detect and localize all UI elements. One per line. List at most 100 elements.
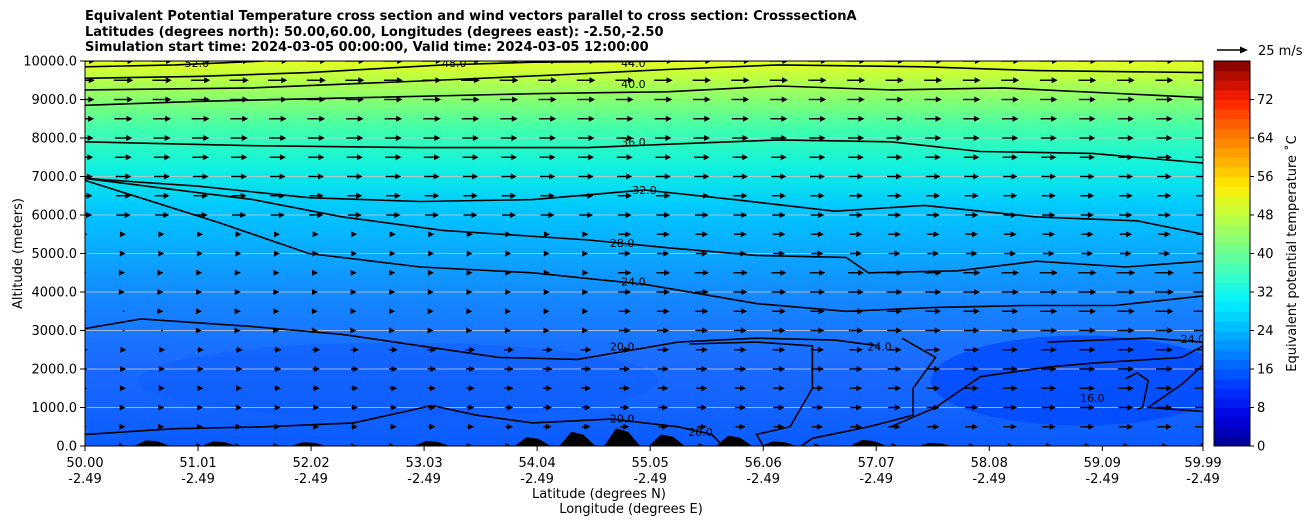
wind-vector <box>850 423 862 430</box>
wind-vector <box>926 231 940 238</box>
wind-vector <box>1117 346 1135 353</box>
wind-vector <box>1193 310 1203 312</box>
wind-vector <box>924 77 943 84</box>
wind-vector <box>424 192 440 199</box>
wind-vector <box>887 366 902 372</box>
wind-vector <box>389 404 397 411</box>
wind-vector <box>234 443 241 446</box>
wind-vector <box>616 154 633 161</box>
colorbar-segment <box>1214 176 1250 187</box>
wind-vector <box>1040 327 1058 334</box>
wind-vector <box>351 423 358 430</box>
y-tick-label: 7000.0 <box>32 170 78 185</box>
wind-vector <box>389 269 396 276</box>
wind-vector <box>427 385 437 392</box>
wind-vector <box>312 366 320 372</box>
wind-vector <box>618 269 632 276</box>
wind-vector <box>847 96 865 103</box>
wind-vector <box>466 327 473 334</box>
wind-vector <box>1117 115 1135 122</box>
wind-vector <box>1083 443 1091 446</box>
x-axis-label-lon: Longitude (degrees E) <box>559 502 703 517</box>
wind-vector <box>657 327 670 334</box>
wind-vector <box>1116 269 1136 276</box>
wind-vector <box>274 231 281 238</box>
wind-vector <box>925 289 942 295</box>
y-tick-label: 9000.0 <box>32 93 78 108</box>
wind-vector <box>197 346 204 353</box>
colorbar-tick-label: 64 <box>1257 132 1274 147</box>
wind-vector <box>158 346 166 353</box>
wind-vector <box>350 289 357 295</box>
wind-vector <box>887 346 902 353</box>
wind-vector <box>848 327 864 334</box>
wind-vector <box>158 231 165 238</box>
contour-label: 20.0 <box>688 426 713 439</box>
wind-vector <box>466 404 475 411</box>
wind-vector <box>1001 289 1019 295</box>
wind-vector <box>195 327 202 334</box>
wind-vector <box>232 212 247 218</box>
wind-vector <box>927 250 940 257</box>
wind-vector <box>113 61 134 64</box>
wind-vector <box>428 231 435 238</box>
colorbar-segment <box>1214 282 1250 293</box>
wind-vector <box>192 154 209 161</box>
wind-vector <box>347 212 362 218</box>
wind-vector <box>1042 250 1055 257</box>
wind-vector <box>465 346 476 353</box>
wind-vector <box>122 329 125 332</box>
wind-vector <box>236 385 243 392</box>
contour-label: 32.0 <box>632 184 657 197</box>
colorbar-segment <box>1214 369 1250 380</box>
wind-vector <box>196 289 203 295</box>
wind-vector <box>1078 61 1097 64</box>
wind-vector <box>463 212 478 218</box>
wind-vector <box>85 387 88 390</box>
wind-vector <box>965 250 978 257</box>
wind-vector <box>773 404 785 411</box>
wind-vector <box>389 231 396 238</box>
wind-vector <box>235 231 242 238</box>
wind-vector <box>1004 250 1017 257</box>
wind-vector <box>1081 250 1094 257</box>
wind-vector <box>384 135 402 141</box>
colorbar-segment <box>1214 311 1250 322</box>
wind-vector <box>696 385 708 392</box>
wind-vector <box>153 135 171 141</box>
wind-vector <box>924 96 942 103</box>
wind-vector <box>499 77 519 84</box>
wind-vector <box>463 192 478 199</box>
wind-vector <box>308 173 325 180</box>
wind-vector <box>85 367 88 371</box>
wind-vector <box>1078 289 1097 295</box>
wind-vector <box>808 77 827 84</box>
wind-vector <box>116 212 131 218</box>
wind-vector <box>1002 135 1019 141</box>
wind-vector <box>191 115 210 122</box>
title-line-1: Equivalent Potential Temperature cross s… <box>85 9 857 24</box>
wind-vector <box>849 212 863 218</box>
wind-vector <box>655 173 671 180</box>
wind-vector <box>733 192 748 199</box>
wind-vector <box>351 404 359 411</box>
wind-vector <box>811 423 824 430</box>
wind-vector <box>389 289 396 295</box>
wind-vector <box>153 154 171 161</box>
wind-vector <box>500 96 519 103</box>
wind-vector <box>1194 79 1203 81</box>
wind-vector <box>158 250 165 257</box>
wind-vector <box>810 173 825 180</box>
wind-vector <box>466 250 473 257</box>
x-tick-label-lon: -2.49 <box>859 472 893 487</box>
wind-vector <box>848 173 864 180</box>
wind-vector <box>965 231 978 238</box>
wind-vector <box>312 231 319 238</box>
wind-vector <box>115 154 132 161</box>
wind-vector <box>85 96 95 103</box>
wind-vector <box>152 77 172 84</box>
wind-vector <box>1003 385 1018 392</box>
wind-vector <box>119 250 126 257</box>
wind-vector <box>230 135 248 141</box>
colorbar-segment <box>1214 397 1250 408</box>
